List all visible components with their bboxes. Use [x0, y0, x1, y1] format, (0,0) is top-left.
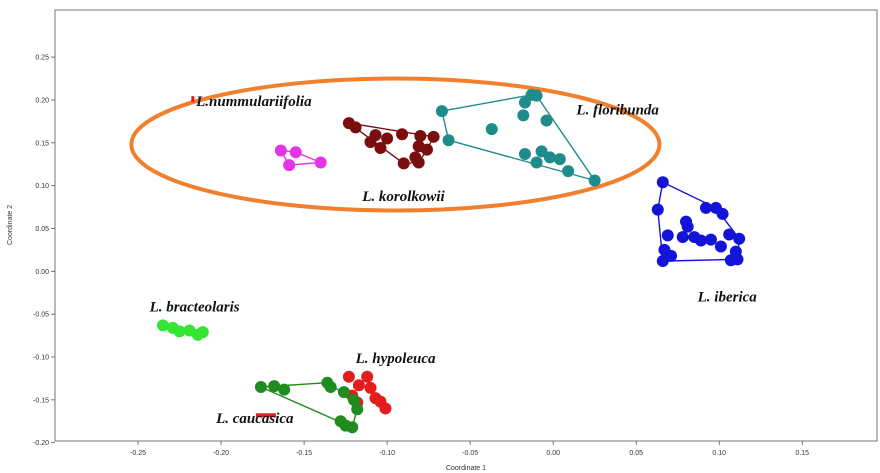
- point-l-iberica-2: [661, 229, 674, 242]
- point-l-korolkowii-11: [397, 157, 410, 170]
- point-l-floribunda-0: [435, 105, 448, 118]
- y-tick-label: 0.05: [35, 226, 49, 233]
- point-l-caucasica-10: [346, 421, 359, 434]
- point-l-caucasica-5: [337, 386, 350, 399]
- point-l-floribunda-11: [543, 151, 556, 164]
- point-l-bracteolaris-5: [196, 326, 209, 339]
- point-l-bracteolaris-2: [173, 325, 186, 338]
- y-axis-title: Coordinate 2: [7, 205, 14, 245]
- x-tick-label: -0.05: [462, 450, 478, 457]
- label-l-caucasica: L. caucasica: [215, 411, 294, 427]
- point-l-caucasica-4: [324, 381, 337, 394]
- point-l-caucasica-6: [347, 393, 360, 406]
- point-l-korolkowii-10: [412, 156, 425, 169]
- point-l-korolkowii-1: [349, 121, 362, 134]
- point-series-3-1: [289, 146, 302, 159]
- label-l-hypoleuca: L. hypoleuca: [355, 351, 436, 367]
- point-l-korolkowii-3: [381, 132, 394, 145]
- point-l-bracteolaris-0: [156, 319, 169, 332]
- y-tick-label: -0.20: [33, 440, 49, 447]
- point-l-iberica-20: [665, 249, 678, 262]
- point-l-iberica-11: [716, 207, 729, 220]
- point-l-korolkowii-13: [374, 141, 387, 154]
- plot-area: [54, 9, 878, 442]
- x-tick-label: 0.05: [629, 450, 643, 457]
- point-series-3-0: [274, 144, 287, 157]
- x-tick-label: -0.10: [379, 450, 395, 457]
- marker-l-caucasica: [255, 413, 276, 418]
- y-tick-label: 0.15: [35, 140, 49, 147]
- point-l-iberica-9: [699, 201, 712, 214]
- point-l-iberica-12: [723, 228, 736, 241]
- highlight-ellipse: [129, 76, 662, 213]
- point-l-hypoleuca-7: [379, 402, 392, 415]
- y-tick-label: -0.05: [33, 312, 49, 319]
- point-l-caucasica-0: [254, 381, 267, 394]
- point-l-floribunda-1: [442, 134, 455, 147]
- point-l-iberica-17: [731, 253, 744, 266]
- y-tick-label: 0.10: [35, 183, 49, 190]
- point-series-3-2: [283, 159, 296, 172]
- y-tick-label: 0.20: [35, 97, 49, 104]
- x-tick-label: 0.15: [795, 450, 809, 457]
- point-l-iberica-0: [656, 176, 669, 189]
- label-l-iberica: L. iberica: [697, 289, 758, 305]
- point-l-floribunda-14: [588, 174, 601, 187]
- point-l-floribunda-9: [530, 156, 543, 169]
- point-l-caucasica-2: [278, 383, 291, 396]
- point-l-iberica-13: [714, 240, 727, 253]
- y-tick-label: 0.25: [35, 55, 49, 62]
- point-l-korolkowii-5: [414, 129, 427, 142]
- point-l-hypoleuca-3: [361, 370, 374, 383]
- point-l-korolkowii-4: [396, 128, 409, 141]
- point-l-floribunda-2: [485, 123, 498, 136]
- label-l-nummulariifolia: L.nummulariifolia: [195, 94, 312, 110]
- point-l-caucasica-1: [268, 380, 281, 393]
- x-axis-title: Coordinate 1: [446, 465, 486, 472]
- x-tick-label: -0.20: [213, 450, 229, 457]
- point-l-floribunda-7: [540, 114, 553, 127]
- x-tick-label: 0.10: [712, 450, 726, 457]
- point-l-floribunda-3: [517, 109, 530, 122]
- point-l-floribunda-12: [553, 153, 566, 166]
- point-l-iberica-7: [694, 234, 707, 247]
- point-l-hypoleuca-2: [352, 379, 365, 392]
- label-l-floribunda: L. floribunda: [575, 103, 659, 119]
- x-tick-label: 0.00: [546, 450, 560, 457]
- point-l-hypoleuca-4: [364, 381, 377, 394]
- label-l-bracteolaris: L. bracteolaris: [149, 300, 240, 316]
- point-l-iberica-1: [651, 203, 664, 216]
- point-l-korolkowii-6: [427, 130, 440, 143]
- label-l-korolkowii: L. korolkowii: [361, 189, 445, 205]
- point-series-3-3: [314, 156, 327, 169]
- point-l-iberica-15: [733, 232, 746, 245]
- point-l-nummulariifolia-0: [191, 96, 195, 103]
- point-l-floribunda-6: [530, 89, 543, 102]
- point-l-iberica-8: [704, 233, 717, 246]
- point-l-iberica-3: [676, 231, 689, 244]
- point-l-korolkowii-12: [364, 135, 377, 148]
- y-tick-label: -0.10: [33, 355, 49, 362]
- y-tick-label: 0.00: [35, 269, 49, 276]
- point-l-iberica-5: [681, 220, 694, 233]
- point-l-hypoleuca-0: [342, 370, 355, 383]
- point-l-caucasica-7: [351, 403, 364, 416]
- point-l-korolkowii-8: [420, 143, 433, 156]
- point-l-floribunda-8: [518, 147, 531, 160]
- x-tick-label: -0.25: [130, 450, 146, 457]
- point-l-floribunda-13: [562, 165, 575, 178]
- y-tick-label: -0.15: [33, 397, 49, 404]
- x-tick-label: -0.15: [296, 450, 312, 457]
- point-l-floribunda-10: [535, 145, 548, 158]
